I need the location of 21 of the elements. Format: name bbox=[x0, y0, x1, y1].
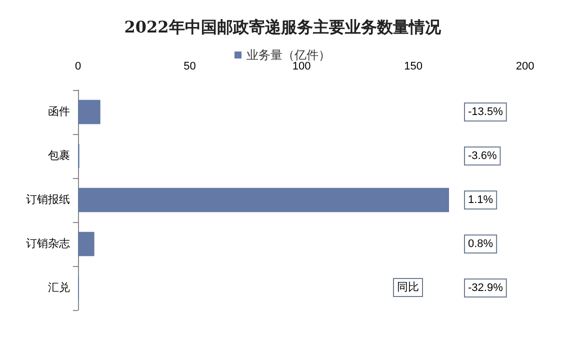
x-tick-label: 150 bbox=[404, 60, 422, 72]
annotation: 1.1% bbox=[468, 194, 494, 206]
annotation: 0.8% bbox=[468, 238, 494, 250]
x-tick-label: 0 bbox=[74, 60, 82, 72]
bar bbox=[78, 232, 94, 256]
annotation: -32.9% bbox=[468, 282, 504, 294]
chart-title: 2022年中国邮政寄递服务主要业务数量情况 bbox=[124, 18, 442, 36]
annotation: -3.6% bbox=[468, 150, 497, 162]
y-tick-label: 订销报纸 bbox=[26, 194, 70, 206]
x-tick-label: 100 bbox=[292, 60, 311, 72]
y-tick-label: 汇兑 bbox=[48, 281, 70, 294]
bar bbox=[78, 100, 100, 124]
bar bbox=[78, 188, 450, 212]
annotation: -13.5% bbox=[468, 106, 504, 118]
annotation: 同比 bbox=[397, 280, 419, 294]
legend-label: 业务量（亿件） bbox=[246, 48, 330, 62]
y-tick-label: 订销杂志 bbox=[26, 237, 70, 250]
y-tick-label: 函件 bbox=[48, 106, 70, 118]
x-tick-label: 200 bbox=[516, 60, 534, 72]
x-tick-label: 50 bbox=[184, 60, 196, 72]
y-tick-label: 包裹 bbox=[48, 149, 70, 162]
